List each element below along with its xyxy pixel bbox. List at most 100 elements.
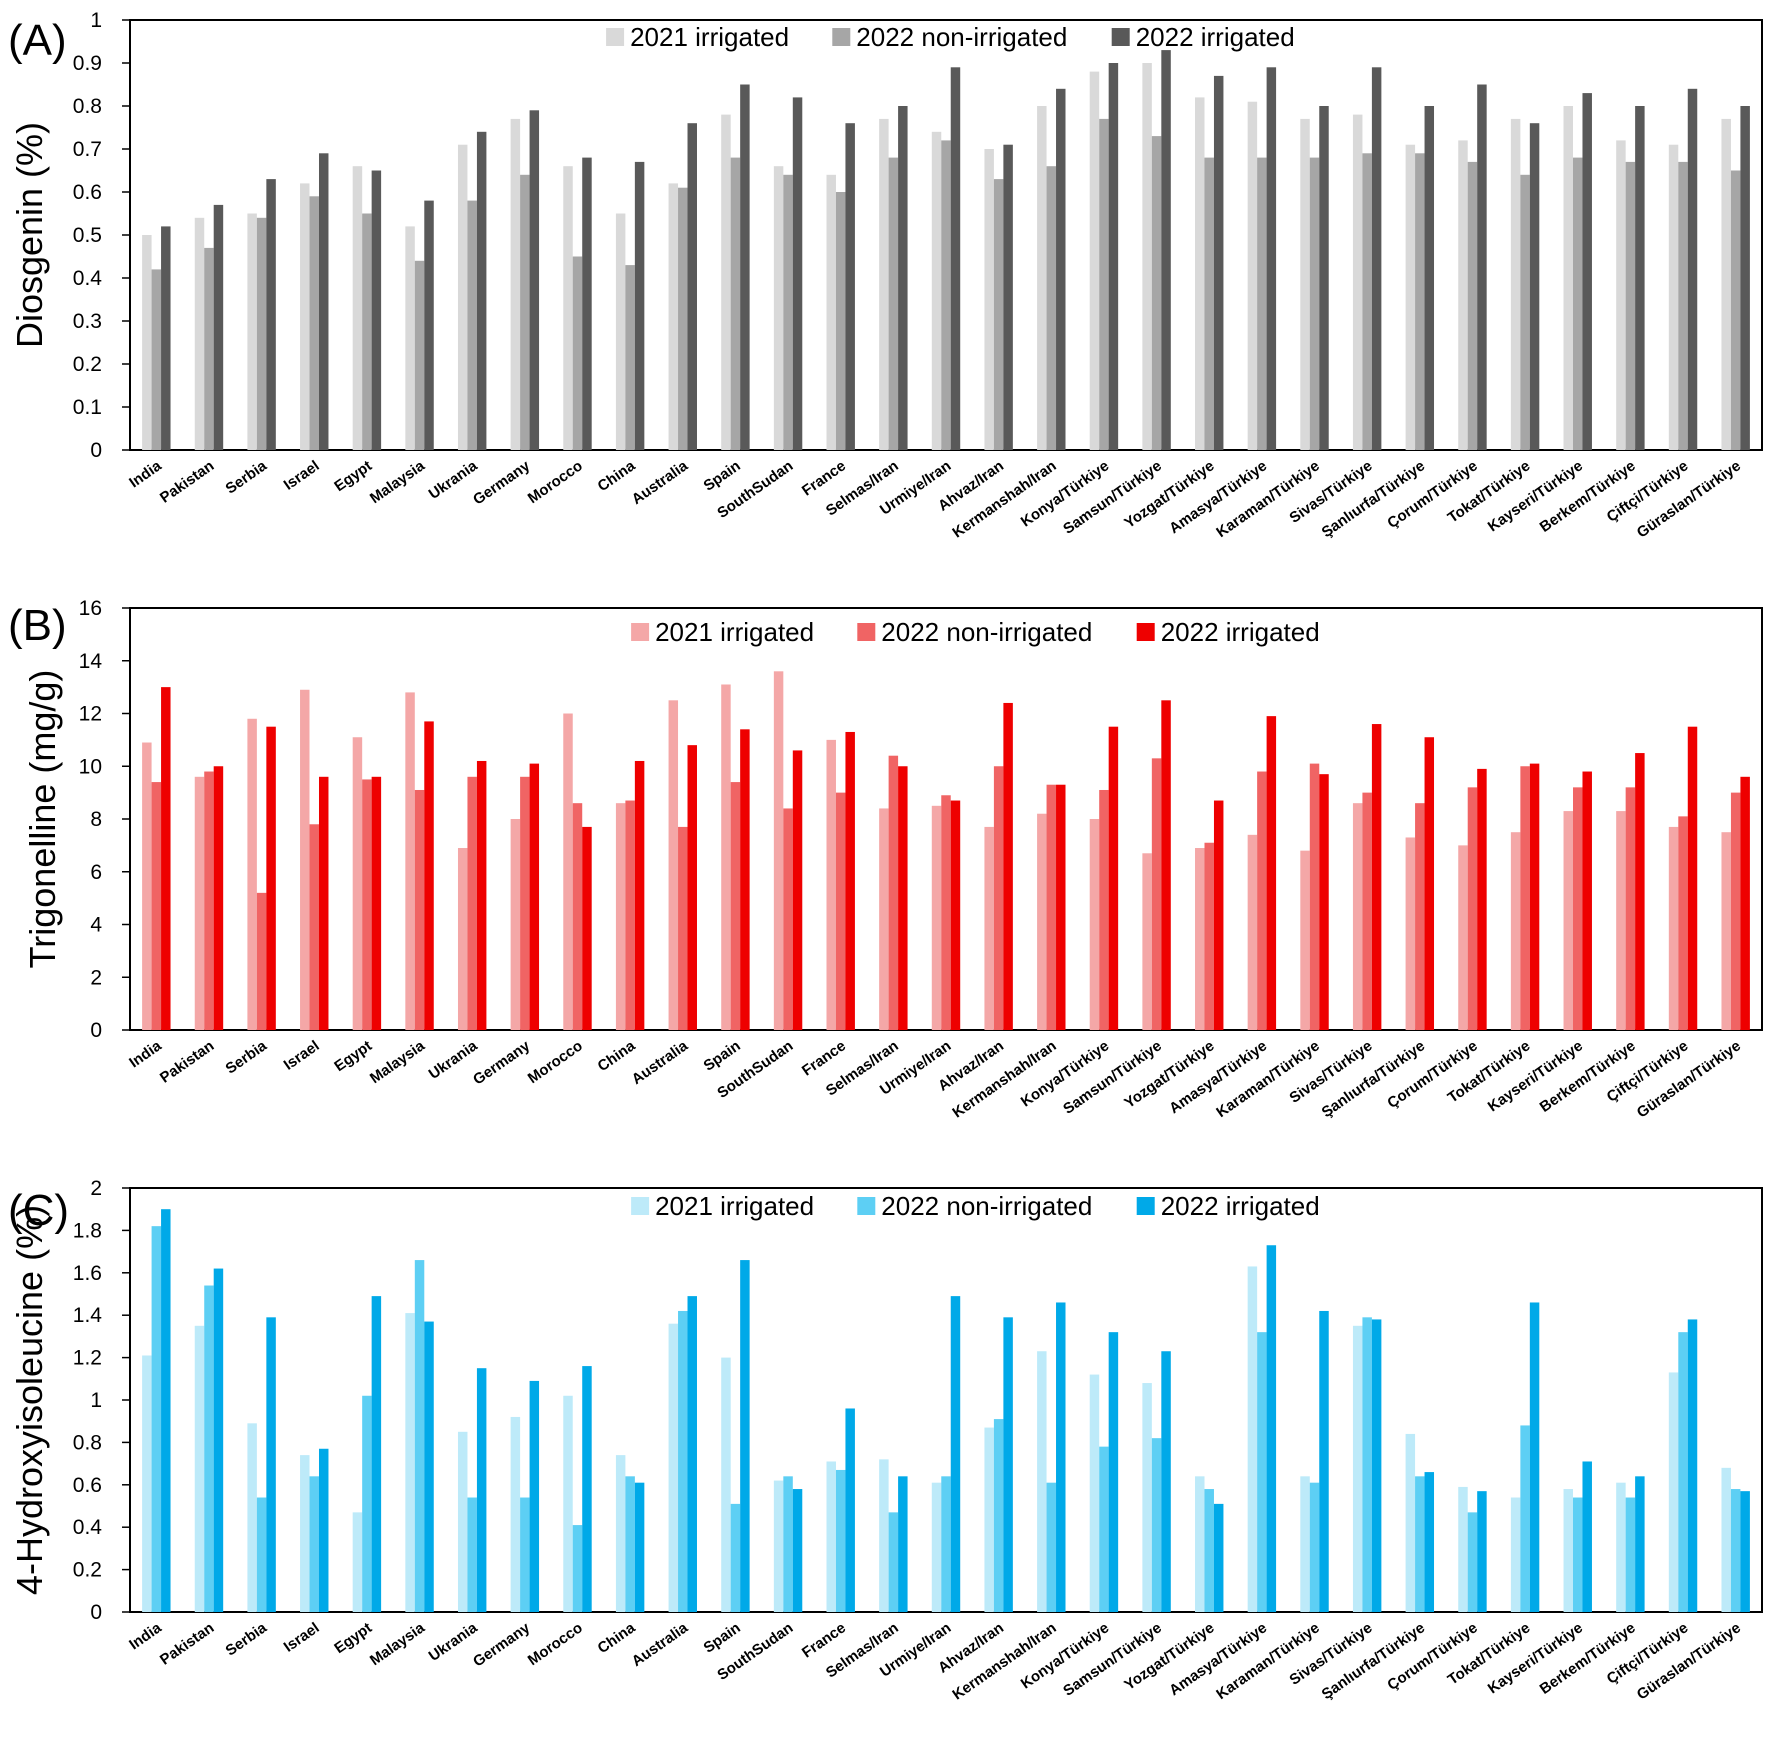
x-tick-label: Germany: [470, 1619, 534, 1671]
bar-1: [247, 213, 257, 450]
bar-3: [1213, 75, 1224, 451]
bar-1: [721, 114, 731, 450]
bar-2: [1046, 1482, 1057, 1612]
bar-1: [510, 1416, 521, 1612]
panel-label: (B): [8, 601, 67, 650]
bar-1: [1037, 1351, 1047, 1612]
bar-2: [572, 803, 583, 1030]
x-tick-label: Germany: [470, 1037, 534, 1089]
bar-3: [634, 161, 645, 450]
bar-1: [1037, 813, 1047, 1030]
bar-3: [1371, 724, 1382, 1030]
bar-1: [826, 739, 836, 1030]
bar-1: [984, 1427, 994, 1612]
y-tick-label: 0: [90, 439, 102, 462]
bar-1: [879, 808, 889, 1030]
bar-3: [1003, 144, 1013, 450]
bar-1: [1142, 63, 1152, 450]
bar-2: [362, 1395, 372, 1612]
bar-1: [247, 718, 257, 1030]
legend-swatch-1: [631, 623, 650, 641]
y-tick-label: 8: [90, 808, 102, 831]
bar-3: [1740, 106, 1750, 450]
bar-1: [1721, 1467, 1731, 1612]
bar-3: [1213, 1503, 1224, 1612]
legend-label-2: 2022 non-irrigated: [881, 617, 1092, 647]
bar-1: [405, 226, 415, 450]
bar-3: [792, 1489, 803, 1612]
bar-1: [1563, 106, 1574, 450]
x-tick-label: Berkem/Türkiye: [1537, 457, 1639, 535]
bar-1: [142, 235, 152, 450]
x-tick-label: Berkem/Türkiye: [1537, 1619, 1639, 1697]
bar-2: [1151, 758, 1162, 1030]
bar-3: [529, 1380, 540, 1612]
bar-1: [668, 183, 679, 450]
x-tick-label: Kayseri/Türkiye: [1485, 457, 1586, 535]
bar-2: [1573, 157, 1583, 450]
bar-1: [615, 1455, 626, 1612]
bar-1: [247, 1423, 257, 1612]
bar-3: [1371, 67, 1382, 451]
bar-3: [213, 1268, 224, 1612]
bar-3: [1161, 1351, 1171, 1612]
x-tick-label: Egypt: [331, 1619, 375, 1657]
bar-2: [1625, 1497, 1636, 1612]
bar-2: [309, 824, 319, 1030]
bar-3: [634, 1482, 645, 1612]
bar-1: [1352, 1325, 1363, 1612]
bar-3: [1371, 1319, 1382, 1612]
bar-2: [151, 269, 162, 450]
x-tick-label: Germany: [470, 457, 534, 509]
bar-2: [1730, 170, 1741, 450]
bar-1: [931, 1482, 942, 1612]
bar-1: [1195, 848, 1205, 1030]
bar-1: [1300, 1476, 1310, 1612]
bar-1: [1510, 118, 1521, 451]
y-tick-label: 0.8: [73, 95, 102, 118]
bar-1: [352, 166, 363, 450]
bar-2: [256, 892, 267, 1030]
legend-swatch-1: [606, 28, 625, 46]
bar-3: [1740, 1491, 1750, 1612]
bar-2: [1362, 792, 1372, 1030]
bar-3: [1635, 106, 1645, 450]
bar-1: [142, 1355, 152, 1612]
chart-panel-3: (C) 0 0.2 0.4 0.6 0.8 1 1.2 1.4 1.6 1.8 2 4-Hydroxyi…: [8, 1177, 1763, 1704]
bar-3: [950, 1296, 961, 1612]
y-tick-label: 1.6: [73, 1262, 102, 1285]
bar-3: [634, 760, 645, 1030]
bar-3: [476, 131, 487, 451]
legend-label-1: 2021 irrigated: [630, 22, 789, 52]
bar-2: [941, 795, 951, 1030]
bar-3: [1477, 1491, 1487, 1612]
x-tick-label: Morocco: [525, 457, 586, 507]
bar-1: [1352, 803, 1363, 1030]
bar-1: [1300, 118, 1310, 451]
bar-1: [1405, 1433, 1416, 1612]
bar-3: [1424, 737, 1435, 1030]
panel-label: (C): [8, 1186, 69, 1235]
y-tick-label: 0: [90, 1601, 102, 1624]
bar-3: [687, 745, 697, 1030]
bar-3: [213, 766, 224, 1030]
bar-2: [1730, 1489, 1741, 1612]
bar-3: [424, 200, 434, 450]
bar-1: [826, 174, 836, 451]
bar-3: [424, 721, 434, 1030]
bar-1: [563, 1395, 573, 1612]
legend-label-3: 2022 irrigated: [1161, 1191, 1320, 1221]
bar-3: [1266, 1245, 1277, 1612]
legend-swatch-3: [1136, 623, 1155, 641]
legend-label-1: 2021 irrigated: [655, 1191, 814, 1221]
bar-1: [1721, 832, 1731, 1030]
legend-swatch-1: [631, 1197, 650, 1215]
bar-3: [1529, 763, 1540, 1030]
y-tick-label: 0.6: [73, 181, 102, 204]
y-tick-label: 0.1: [73, 396, 102, 419]
bar-3: [845, 1408, 855, 1612]
bar-1: [879, 1459, 889, 1612]
bar-2: [1678, 816, 1688, 1030]
